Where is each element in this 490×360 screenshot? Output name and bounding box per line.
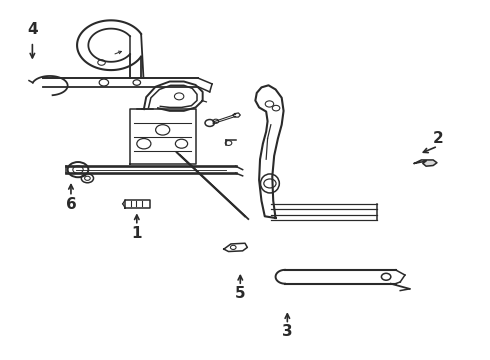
Polygon shape	[415, 160, 437, 166]
Text: 6: 6	[66, 197, 76, 212]
Text: 4: 4	[27, 22, 38, 37]
Text: 3: 3	[282, 324, 293, 339]
Text: 5: 5	[235, 286, 245, 301]
Text: 1: 1	[131, 226, 142, 241]
Text: 2: 2	[433, 131, 443, 146]
